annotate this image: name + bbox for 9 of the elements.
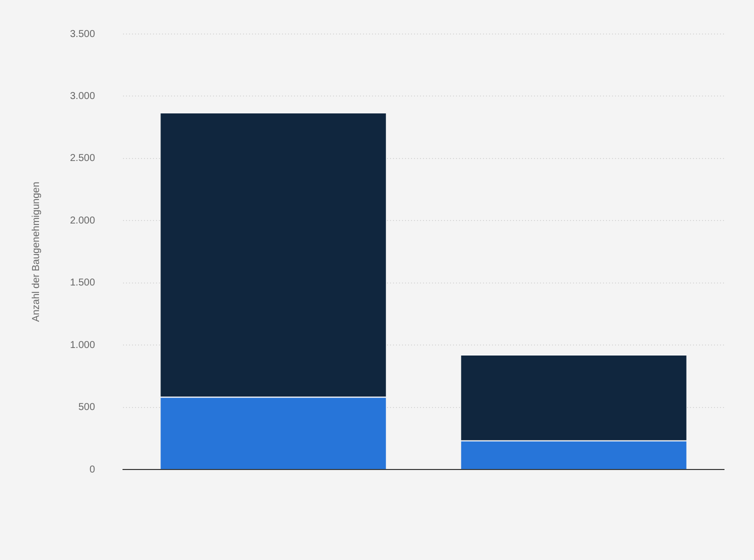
y-tick-label: 3.500 bbox=[70, 28, 96, 40]
y-tick-label: 500 bbox=[78, 402, 96, 414]
y-tick-label: 0 bbox=[89, 464, 96, 476]
y-tick-label: 1.500 bbox=[70, 278, 96, 289]
y-axis-title: Anzahl der Baugenehmigungen bbox=[30, 182, 42, 322]
y-tick-label: 3.000 bbox=[70, 90, 96, 102]
y-tick-label: 1.000 bbox=[70, 340, 96, 351]
y-tick-label: 2.500 bbox=[70, 153, 96, 164]
y-tick-label: 2.000 bbox=[70, 215, 96, 226]
